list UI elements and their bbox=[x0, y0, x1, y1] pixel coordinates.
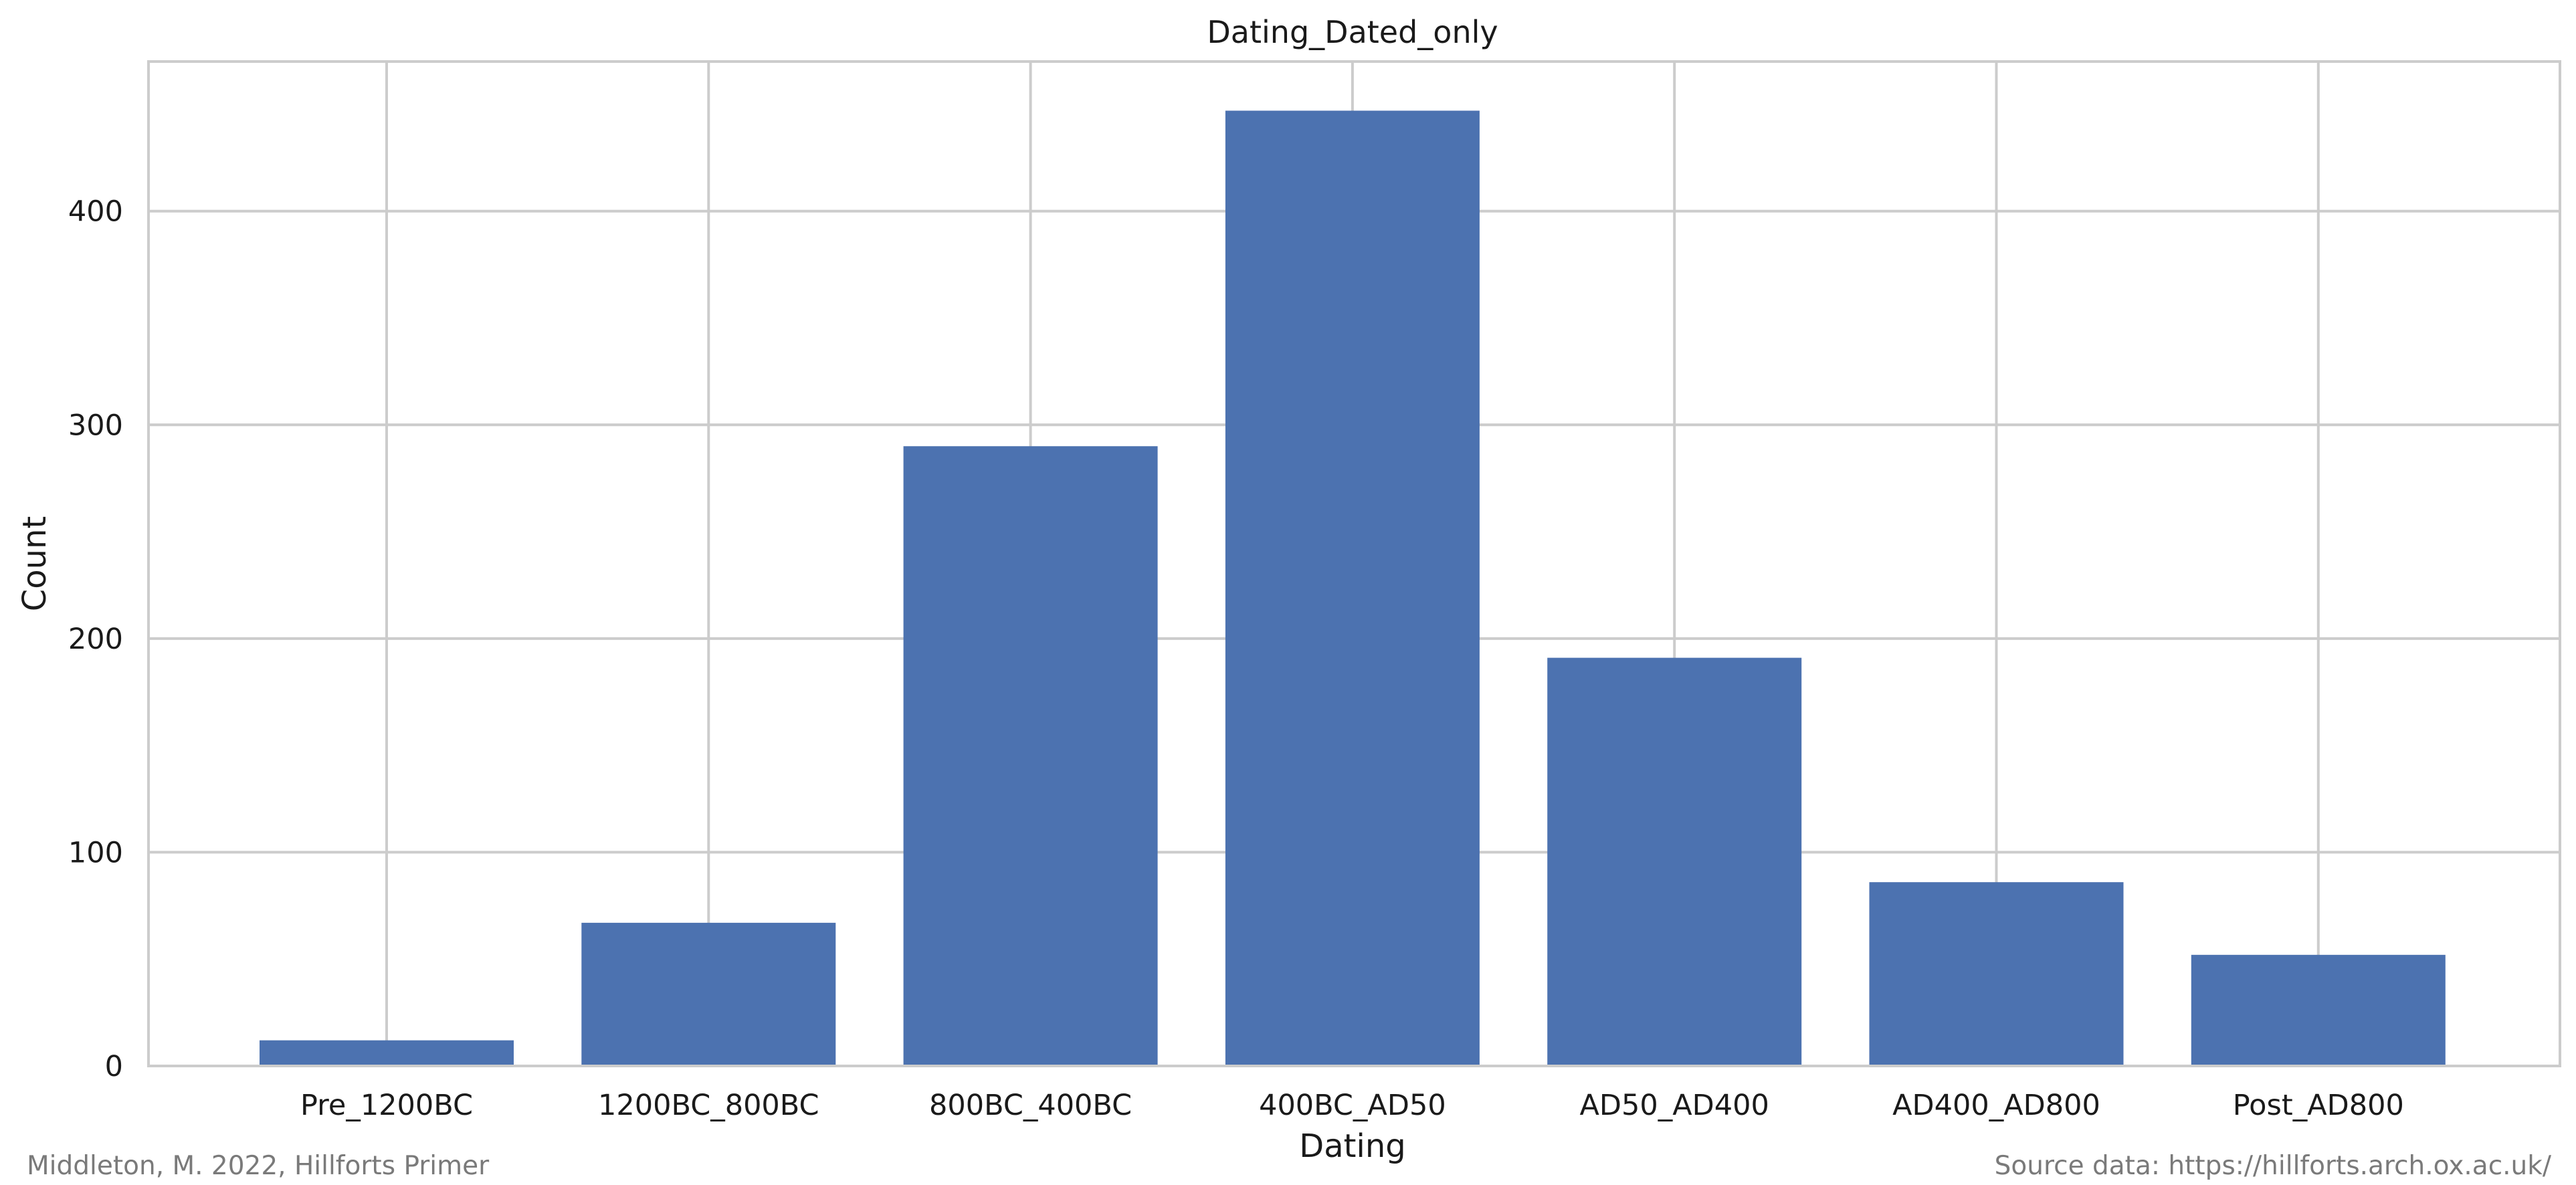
x-tick-label: 800BC_400BC bbox=[929, 1089, 1132, 1122]
y-tick-label: 300 bbox=[68, 409, 123, 442]
chart-title: Dating_Dated_only bbox=[1207, 14, 1498, 50]
bar-ad50_ad400 bbox=[1547, 657, 1802, 1066]
x-tick-label: Pre_1200BC bbox=[300, 1089, 473, 1122]
x-tick-label: 400BC_AD50 bbox=[1259, 1089, 1446, 1122]
bar-400bc_ad50 bbox=[1225, 110, 1480, 1067]
y-tick-label: 400 bbox=[68, 195, 123, 229]
x-tick-label: AD50_AD400 bbox=[1580, 1089, 1769, 1122]
x-tick-label: Post_AD800 bbox=[2233, 1089, 2404, 1122]
x-axis-label: Dating bbox=[1299, 1127, 1405, 1165]
footer-credit: Middleton, M. 2022, Hillforts Primer bbox=[27, 1151, 490, 1181]
x-tick-labels: Pre_1200BC 1200BC_800BC 800BC_400BC 400BC_A… bbox=[300, 1089, 2404, 1122]
bar-pre_1200bc bbox=[260, 1040, 514, 1066]
bar-1200bc_800bc bbox=[581, 922, 836, 1066]
footer-source: Source data: https://hillforts.arch.ox.a… bbox=[1995, 1151, 2552, 1181]
y-tick-label: 100 bbox=[68, 836, 123, 869]
plot-frame bbox=[147, 60, 2561, 1067]
x-tick-label: AD400_AD800 bbox=[1892, 1089, 2100, 1122]
x-tick-label: 1200BC_800BC bbox=[598, 1089, 819, 1122]
bar-800bc_400bc bbox=[903, 446, 1158, 1066]
y-tick-label: 0 bbox=[105, 1050, 123, 1083]
y-axis-label: Count bbox=[16, 516, 54, 612]
bars bbox=[260, 110, 2446, 1067]
y-tick-label: 200 bbox=[68, 623, 123, 656]
bar-post_ad800 bbox=[2191, 954, 2446, 1066]
y-tick-labels: 0 100 200 300 400 bbox=[68, 195, 123, 1083]
bar-ad400_ad800 bbox=[1869, 882, 2124, 1066]
